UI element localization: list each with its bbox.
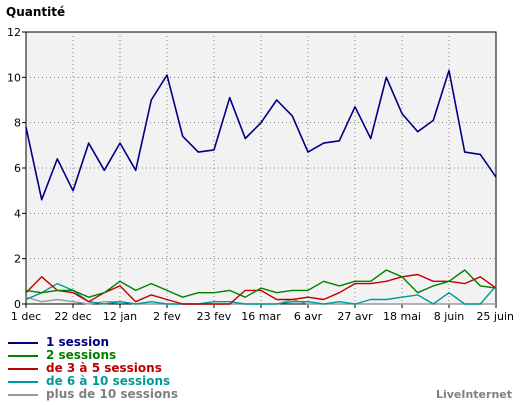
legend-item: de 3 à 5 sessions [8, 362, 178, 375]
y-axis-label: Quantité [6, 5, 65, 19]
legend-swatch [8, 367, 38, 370]
legend-label: de 3 à 5 sessions [46, 361, 162, 375]
series-lines [25, 69, 497, 305]
legend-swatch [8, 380, 38, 383]
legend-item: plus de 10 sessions [8, 388, 178, 401]
legend-label: plus de 10 sessions [46, 387, 178, 401]
series-line [25, 282, 497, 305]
x-tick-label: 25 juin [476, 310, 514, 323]
legend-label: de 6 à 10 sessions [46, 374, 171, 388]
x-tick-label: 16 mar [241, 310, 281, 323]
chart-svg: Quantité 0 2 4 6 8 10 12 1 dec 22 dec 12 jan 2 fe… [6, 5, 514, 323]
legend-swatch [8, 341, 38, 344]
x-tick-label: 1 dec [11, 310, 41, 323]
y-tick-label: 2 [14, 253, 21, 266]
legend-item: 1 session [8, 336, 178, 349]
y-tick-label: 0 [14, 298, 21, 311]
legend-swatch [8, 354, 38, 357]
legend-label: 2 sessions [46, 348, 117, 362]
grid [22, 31, 497, 308]
credit-text: LiveInternet [435, 388, 512, 401]
y-tick-label: 10 [7, 71, 21, 84]
x-tick-label: 2 fev [153, 310, 181, 323]
y-tick-label: 4 [14, 207, 21, 220]
x-tick-label: 18 mai [383, 310, 421, 323]
x-tick-labels: 1 dec 22 dec 12 jan 2 fev 23 fev 16 mar 6 avr 2… [11, 310, 514, 323]
x-tick-label: 22 dec [54, 310, 91, 323]
series-line [25, 69, 497, 201]
legend: 1 session 2 sessions de 3 à 5 sessions d… [8, 336, 178, 401]
x-tick-label: 27 avr [337, 310, 373, 323]
y-tick-label: 6 [14, 162, 21, 175]
y-tick-label: 8 [14, 117, 21, 130]
x-tick-label: 12 jan [103, 310, 137, 323]
legend-label: 1 session [46, 335, 109, 349]
y-tick-labels: 0 2 4 6 8 10 12 [7, 26, 21, 311]
x-tick-label: 23 fev [197, 310, 232, 323]
legend-item: 2 sessions [8, 349, 178, 362]
x-tick-label: 8 juin [434, 310, 465, 323]
y-tick-label: 12 [7, 26, 21, 39]
x-tick-label: 6 avr [294, 310, 323, 323]
legend-item: de 6 à 10 sessions [8, 375, 178, 388]
series-line [25, 269, 497, 298]
legend-swatch [8, 393, 38, 396]
